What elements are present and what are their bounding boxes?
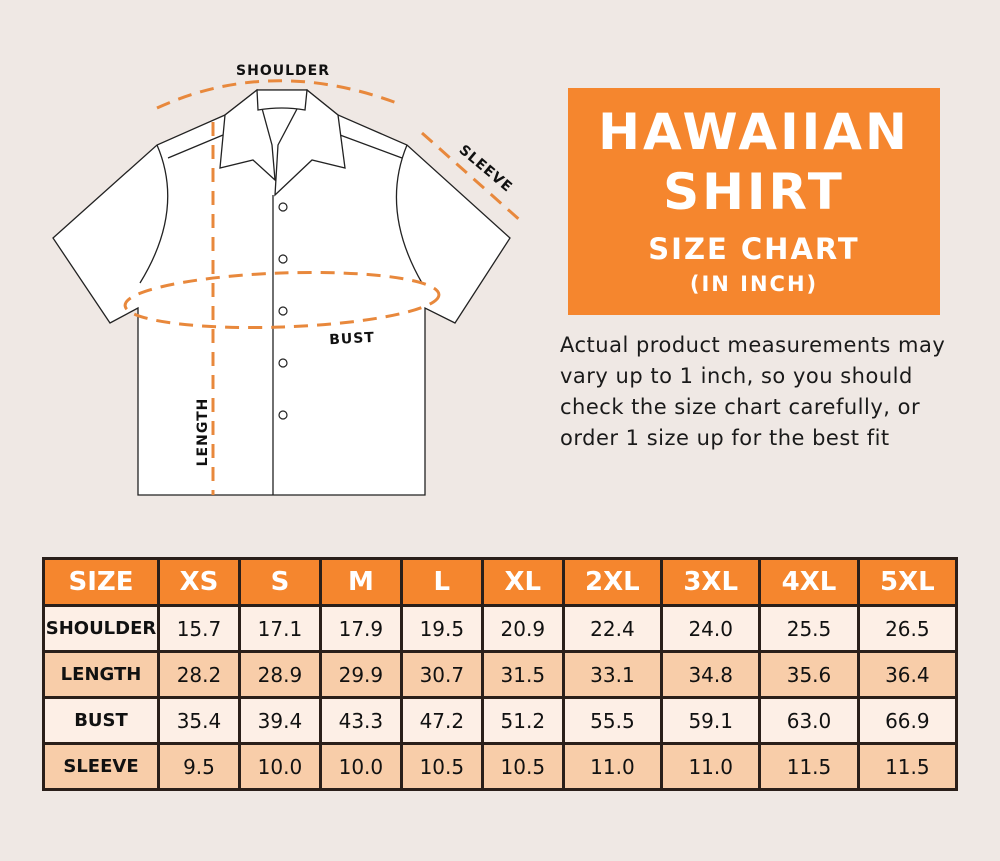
length-label: LENGTH xyxy=(195,398,211,467)
measurement-cell: 11.0 xyxy=(660,742,762,791)
table-row: SLEEVE 9.5 10.0 10.0 10.5 10.5 11.0 11.0 11.5 11.… xyxy=(42,742,959,791)
size-header: M xyxy=(318,557,403,607)
row-label: BUST xyxy=(42,696,160,745)
measurement-cell: 34.8 xyxy=(660,650,762,699)
measurement-cell: 25.5 xyxy=(758,604,860,653)
measurement-cell: 26.5 xyxy=(856,604,959,653)
title-line2: SHIRT xyxy=(663,163,845,221)
button-icons xyxy=(278,202,288,420)
size-header: L xyxy=(399,557,484,607)
measurement-cell: 39.4 xyxy=(237,696,322,745)
title-line4: (IN INCH) xyxy=(689,272,819,296)
size-header: XL xyxy=(480,557,565,607)
measurement-cell: 35.4 xyxy=(157,696,241,745)
size-column-header: SIZE xyxy=(42,557,160,607)
title-line3: SIZE CHART xyxy=(648,232,860,266)
measurement-cell: 11.5 xyxy=(856,742,959,791)
shirt-outline xyxy=(52,88,511,496)
measurement-cell: 11.5 xyxy=(758,742,860,791)
measurement-cell: 33.1 xyxy=(561,650,664,699)
note-text: Actual product measurements may vary up … xyxy=(560,333,946,450)
table-row: SHOULDER 15.7 17.1 17.9 19.5 20.9 22.4 24.0 25.5… xyxy=(42,604,959,653)
measurement-cell: 10.5 xyxy=(399,742,484,791)
measurement-cell: 28.9 xyxy=(237,650,322,699)
measurement-cell: 55.5 xyxy=(561,696,664,745)
bust-label: BUST xyxy=(329,330,375,348)
table-row: LENGTH 28.2 28.9 29.9 30.7 31.5 33.1 34.8 35.6 36… xyxy=(42,650,959,699)
header-row: SIZE XS S M L XL 2XL 3XL 4XL 5XL xyxy=(42,557,959,607)
measurement-cell: 66.9 xyxy=(856,696,959,745)
measurement-cell: 10.5 xyxy=(480,742,565,791)
measure-lines xyxy=(123,79,523,495)
measurement-cell: 20.9 xyxy=(480,604,565,653)
measurement-cell: 19.5 xyxy=(399,604,484,653)
measurement-cell: 30.7 xyxy=(399,650,484,699)
size-header: 3XL xyxy=(660,557,762,607)
measurement-cell: 63.0 xyxy=(758,696,860,745)
measurement-cell: 11.0 xyxy=(561,742,664,791)
size-header: XS xyxy=(157,557,241,607)
measurement-cell: 59.1 xyxy=(660,696,762,745)
measurement-cell: 10.0 xyxy=(237,742,322,791)
measurement-cell: 10.0 xyxy=(318,742,403,791)
size-header: 2XL xyxy=(561,557,664,607)
measurement-cell: 43.3 xyxy=(318,696,403,745)
row-label: SHOULDER xyxy=(42,604,160,653)
row-label: SLEEVE xyxy=(42,742,160,791)
size-header: S xyxy=(237,557,322,607)
measurement-cell: 24.0 xyxy=(660,604,762,653)
title-box: HAWAIIAN SHIRT SIZE CHART (IN INCH) xyxy=(568,88,940,315)
measurement-cell: 17.9 xyxy=(318,604,403,653)
measurement-cell: 22.4 xyxy=(561,604,664,653)
shirt-diagram: SHOULDER SLEEVE BUST LENGTH xyxy=(52,63,523,496)
measurement-cell: 47.2 xyxy=(399,696,484,745)
row-label: LENGTH xyxy=(42,650,160,699)
sleeve-label: SLEEVE xyxy=(456,142,516,196)
size-table: SIZE XS S M L XL 2XL 3XL 4XL 5XL SHOULDER 15.7 17.1… xyxy=(42,557,959,791)
table-row: BUST 35.4 39.4 43.3 47.2 51.2 55.5 59.1 63.0 66.9 xyxy=(42,696,959,745)
size-header: 4XL xyxy=(758,557,860,607)
title-line1: HAWAIIAN xyxy=(598,103,910,161)
measurement-cell: 29.9 xyxy=(318,650,403,699)
size-header: 5XL xyxy=(856,557,959,607)
measurement-cell: 9.5 xyxy=(157,742,241,791)
measurement-cell: 35.6 xyxy=(758,650,860,699)
shoulder-label: SHOULDER xyxy=(236,63,330,79)
measurement-cell: 28.2 xyxy=(157,650,241,699)
measurement-cell: 15.7 xyxy=(157,604,241,653)
measurement-cell: 31.5 xyxy=(480,650,565,699)
measurement-cell: 36.4 xyxy=(856,650,959,699)
measurement-cell: 17.1 xyxy=(237,604,322,653)
measurement-cell: 51.2 xyxy=(480,696,565,745)
